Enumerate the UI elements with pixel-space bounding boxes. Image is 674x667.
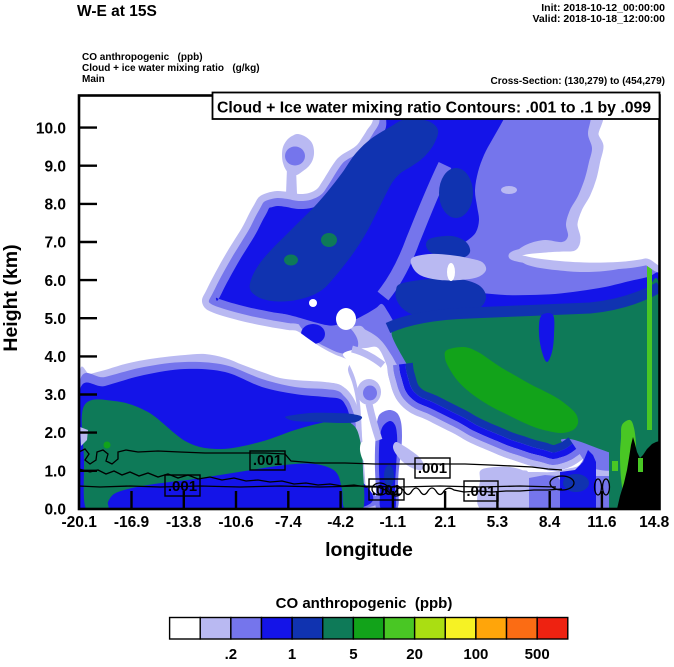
svg-text:1: 1 (288, 646, 296, 663)
svg-text:9.0: 9.0 (44, 159, 66, 176)
svg-text:2.0: 2.0 (44, 425, 66, 442)
svg-text:7.0: 7.0 (44, 235, 66, 252)
svg-text:0.0: 0.0 (44, 501, 66, 518)
svg-text:Init: 2018-10-12_00:00:00: Init: 2018-10-12_00:00:00 (541, 2, 665, 14)
svg-text:longitude: longitude (325, 539, 413, 561)
svg-text:20: 20 (406, 646, 423, 663)
svg-text:5.3: 5.3 (487, 514, 509, 531)
svg-text:-13.8: -13.8 (166, 514, 202, 531)
svg-text:4.0: 4.0 (44, 349, 66, 366)
svg-text:5.0: 5.0 (44, 311, 66, 328)
svg-text:8.0: 8.0 (44, 197, 66, 214)
svg-text:1.0: 1.0 (44, 463, 66, 480)
svg-text:Valid: 2018-10-18_12:00:00: Valid: 2018-10-18_12:00:00 (532, 13, 665, 25)
svg-text:CO anthropogenic (ppb): CO anthropogenic (ppb) (276, 595, 453, 612)
svg-text:3.0: 3.0 (44, 387, 66, 404)
svg-text:Height (km): Height (km) (0, 244, 22, 351)
svg-text:-20.1: -20.1 (62, 514, 98, 531)
svg-text:14.8: 14.8 (639, 514, 670, 531)
svg-text:CO anthropogenic (ppb): CO anthropogenic (ppb) (82, 52, 203, 63)
svg-text:-10.6: -10.6 (218, 514, 254, 531)
svg-text:100: 100 (463, 646, 488, 663)
svg-text:.001: .001 (372, 482, 401, 499)
svg-text:10.0: 10.0 (36, 120, 66, 137)
svg-text:.001: .001 (418, 460, 447, 477)
svg-text:Cross-Section: (130,279) to (4: Cross-Section: (130,279) to (454,279) (490, 76, 665, 87)
svg-text:Cloud + ice water mixing ratio: Cloud + ice water mixing ratio (g/kg) (82, 63, 260, 74)
svg-text:6.0: 6.0 (44, 273, 66, 290)
svg-text:Main: Main (82, 74, 105, 85)
svg-text:.001: .001 (466, 483, 495, 500)
svg-text:2.1: 2.1 (434, 514, 456, 531)
svg-text:-16.9: -16.9 (114, 514, 150, 531)
svg-text:Cloud + Ice water mixing ratio: Cloud + Ice water mixing ratio Contours:… (217, 100, 651, 117)
svg-text:11.6: 11.6 (587, 514, 617, 531)
svg-text:-4.2: -4.2 (327, 514, 354, 531)
svg-text:500: 500 (525, 646, 550, 663)
svg-text:5: 5 (349, 646, 357, 663)
svg-text:.2: .2 (225, 646, 238, 663)
svg-text:.001: .001 (168, 478, 197, 495)
svg-text:8.4: 8.4 (539, 514, 561, 531)
svg-text:.001: .001 (253, 452, 282, 469)
svg-text:W-E at 15S: W-E at 15S (77, 3, 157, 20)
svg-text:-1.1: -1.1 (379, 514, 406, 531)
svg-text:-7.4: -7.4 (275, 514, 302, 531)
